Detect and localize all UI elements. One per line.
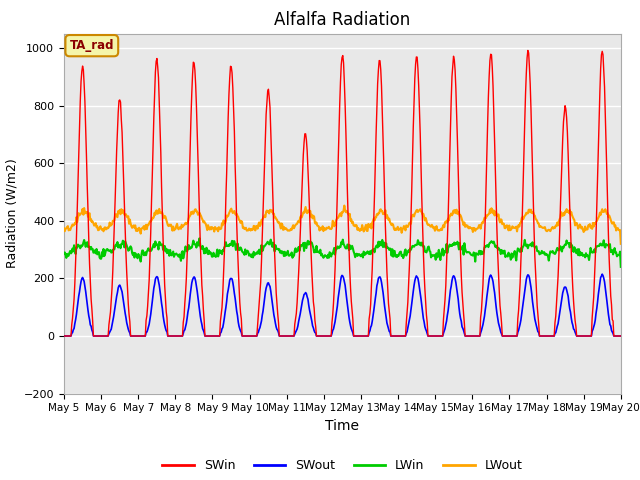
SWin [214, 333, 221, 339]
LWout [127, 223, 135, 229]
LWin [70, 242, 78, 248]
LWin [196, 235, 204, 241]
SWin [70, 296, 78, 302]
SWout [127, 333, 135, 339]
Line: SWin: SWin [64, 50, 621, 336]
LWin [428, 254, 435, 260]
SWin [184, 230, 192, 236]
LWout [411, 211, 419, 216]
Line: LWout: LWout [64, 205, 621, 244]
Text: TA_rad: TA_rad [70, 39, 114, 52]
SWin [60, 333, 68, 339]
LWin [411, 242, 419, 248]
LWout [70, 222, 78, 228]
LWin [60, 251, 68, 256]
SWout [184, 309, 192, 315]
X-axis label: Time: Time [325, 419, 360, 433]
LWout [428, 224, 435, 229]
Line: LWin: LWin [64, 238, 621, 267]
Y-axis label: Radiation (W/m2): Radiation (W/m2) [5, 159, 18, 268]
Title: Alfalfa Radiation: Alfalfa Radiation [275, 11, 410, 29]
Line: SWout: SWout [64, 274, 621, 336]
SWout [598, 271, 606, 277]
LWout [340, 203, 348, 208]
LWout [214, 226, 221, 231]
Legend: SWin, SWout, LWin, LWout: SWin, SWout, LWin, LWout [157, 455, 527, 477]
SWin [127, 333, 135, 339]
SWout [617, 333, 625, 339]
LWin [214, 253, 222, 259]
SWin [410, 100, 418, 106]
LWin [184, 247, 192, 252]
SWout [426, 333, 434, 339]
LWout [617, 241, 625, 247]
SWout [60, 333, 68, 339]
SWin [426, 333, 434, 339]
SWin [617, 333, 625, 339]
SWout [70, 325, 78, 331]
LWin [617, 264, 625, 270]
LWout [60, 226, 68, 231]
SWin [524, 48, 532, 53]
LWin [127, 245, 135, 251]
SWout [214, 333, 221, 339]
SWout [410, 283, 418, 288]
LWout [184, 219, 192, 225]
